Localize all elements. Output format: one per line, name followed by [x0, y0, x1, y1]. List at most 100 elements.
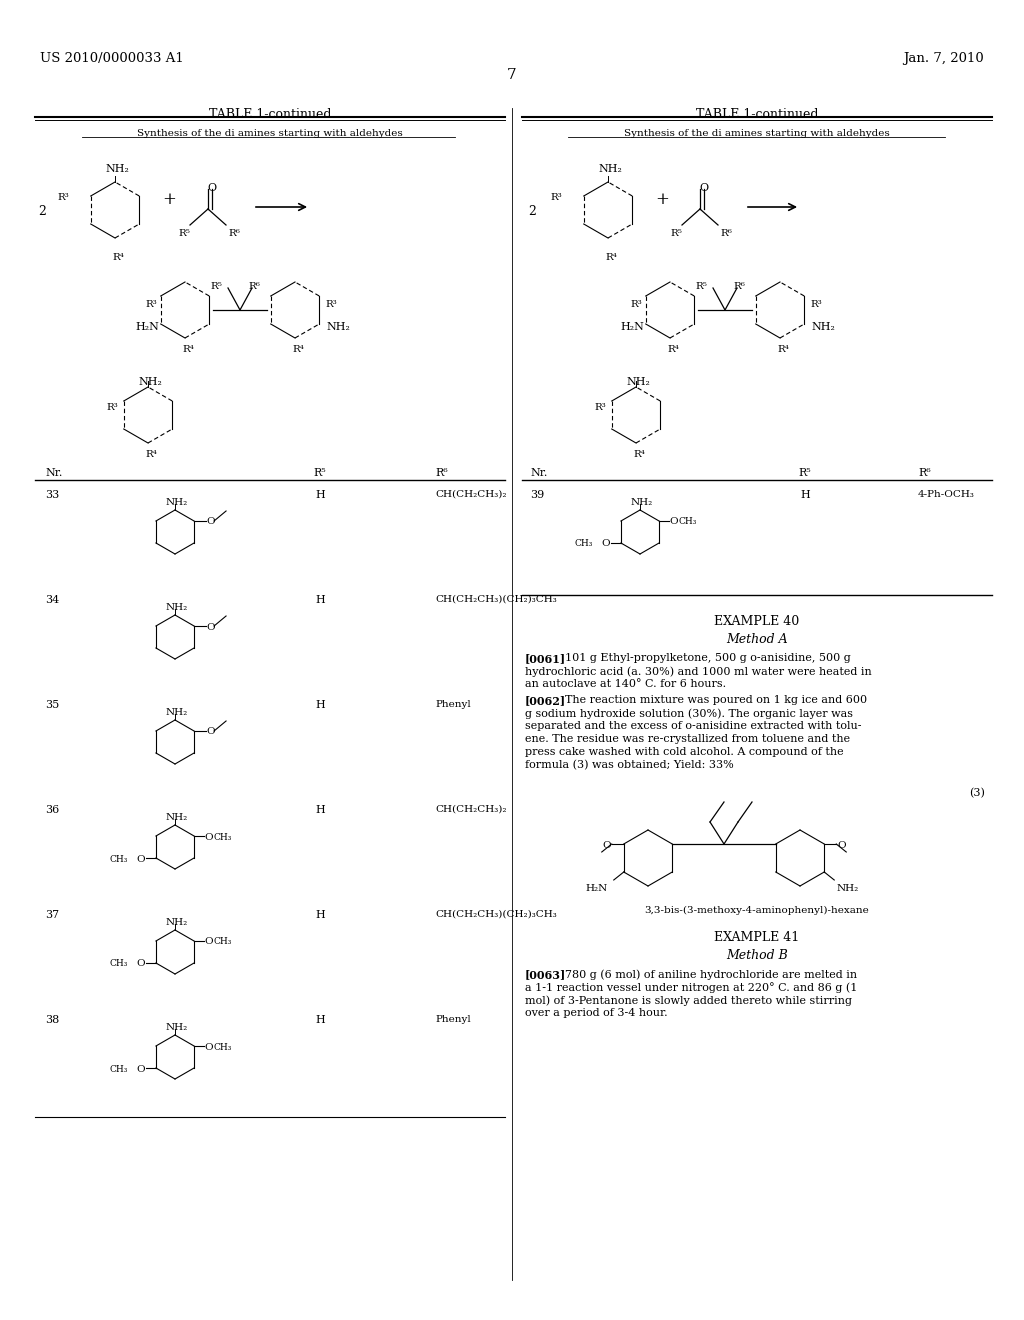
- Text: R⁵: R⁵: [313, 469, 327, 478]
- Text: [0063]: [0063]: [525, 969, 566, 979]
- Text: NH₂: NH₂: [166, 498, 188, 507]
- Text: CH₃: CH₃: [213, 1043, 231, 1052]
- Text: NH₂: NH₂: [631, 498, 653, 507]
- Text: O: O: [204, 1043, 213, 1052]
- Text: EXAMPLE 41: EXAMPLE 41: [715, 931, 800, 944]
- Text: hydrochloric acid (a. 30%) and 1000 ml water were heated in: hydrochloric acid (a. 30%) and 1000 ml w…: [525, 667, 871, 677]
- Text: O: O: [204, 937, 213, 946]
- Text: R³: R³: [57, 193, 69, 202]
- Text: mol) of 3-Pentanone is slowly added thereto while stirring: mol) of 3-Pentanone is slowly added ther…: [525, 995, 852, 1006]
- Text: R⁴: R⁴: [605, 253, 616, 261]
- Text: NH₂: NH₂: [811, 322, 835, 333]
- Text: ene. The residue was re-crystallized from toluene and the: ene. The residue was re-crystallized fro…: [525, 734, 850, 744]
- Text: CH₃: CH₃: [678, 517, 696, 527]
- Text: O: O: [206, 727, 215, 737]
- Text: O: O: [204, 833, 213, 842]
- Text: R⁶: R⁶: [435, 469, 447, 478]
- Text: R⁵: R⁵: [178, 228, 189, 238]
- Text: NH₂: NH₂: [166, 603, 188, 612]
- Text: CH(CH₂CH₃)₂: CH(CH₂CH₃)₂: [435, 490, 507, 499]
- Text: Nr.: Nr.: [45, 469, 62, 478]
- Text: a 1-1 reaction vessel under nitrogen at 220° C. and 86 g (1: a 1-1 reaction vessel under nitrogen at …: [525, 982, 857, 993]
- Text: press cake washed with cold alcohol. A compound of the: press cake washed with cold alcohol. A c…: [525, 747, 844, 756]
- Text: NH₂: NH₂: [626, 378, 650, 387]
- Text: (3): (3): [969, 788, 985, 799]
- Text: R³: R³: [106, 403, 118, 412]
- Text: H₂N: H₂N: [135, 322, 159, 333]
- Text: NH₂: NH₂: [166, 1023, 188, 1032]
- Text: Method A: Method A: [726, 634, 787, 645]
- Text: NH₂: NH₂: [166, 917, 188, 927]
- Text: R⁶: R⁶: [733, 282, 744, 290]
- Text: H: H: [315, 490, 325, 500]
- Text: Nr.: Nr.: [530, 469, 548, 478]
- Text: TABLE 1-continued: TABLE 1-continued: [209, 108, 331, 121]
- Text: 2: 2: [528, 205, 536, 218]
- Text: an autoclave at 140° C. for 6 hours.: an autoclave at 140° C. for 6 hours.: [525, 678, 726, 689]
- Text: R³: R³: [630, 300, 642, 309]
- Text: 7: 7: [507, 69, 517, 82]
- Text: R⁴: R⁴: [145, 450, 157, 459]
- Text: TABLE 1-continued: TABLE 1-continued: [695, 108, 818, 121]
- Text: O: O: [838, 841, 846, 850]
- Text: [0061]: [0061]: [525, 653, 566, 664]
- Text: H₂N: H₂N: [620, 322, 644, 333]
- Text: R⁴: R⁴: [667, 345, 679, 354]
- Text: CH₃: CH₃: [110, 854, 128, 863]
- Text: R³: R³: [594, 403, 606, 412]
- Text: CH(CH₂CH₃)(CH₂)₃CH₃: CH(CH₂CH₃)(CH₂)₃CH₃: [435, 909, 557, 919]
- Text: O: O: [136, 854, 145, 863]
- Text: O: O: [206, 623, 215, 631]
- Text: H: H: [800, 490, 810, 500]
- Text: O: O: [136, 960, 145, 969]
- Text: Synthesis of the di amines starting with aldehydes: Synthesis of the di amines starting with…: [137, 129, 402, 139]
- Text: NH₂: NH₂: [598, 164, 622, 174]
- Text: NH₂: NH₂: [166, 813, 188, 822]
- Text: 101 g Ethyl-propylketone, 500 g o-anisidine, 500 g: 101 g Ethyl-propylketone, 500 g o-anisid…: [565, 653, 851, 663]
- Text: R⁶: R⁶: [248, 282, 260, 290]
- Text: R⁴: R⁴: [182, 345, 194, 354]
- Text: R⁵: R⁵: [695, 282, 707, 290]
- Text: +: +: [162, 191, 176, 209]
- Text: NH₂: NH₂: [166, 708, 188, 717]
- Text: H: H: [315, 595, 325, 605]
- Text: R⁶: R⁶: [918, 469, 931, 478]
- Text: R⁶: R⁶: [720, 228, 732, 238]
- Text: R⁵: R⁵: [210, 282, 222, 290]
- Text: 2: 2: [38, 205, 46, 218]
- Text: O: O: [699, 183, 709, 193]
- Text: CH(CH₂CH₃)₂: CH(CH₂CH₃)₂: [435, 805, 507, 814]
- Text: R⁵: R⁵: [670, 228, 682, 238]
- Text: NH₂: NH₂: [138, 378, 162, 387]
- Text: R⁵: R⁵: [799, 469, 811, 478]
- Text: R⁴: R⁴: [777, 345, 788, 354]
- Text: CH₃: CH₃: [110, 1064, 128, 1073]
- Text: Jan. 7, 2010: Jan. 7, 2010: [903, 51, 984, 65]
- Text: 780 g (6 mol) of aniline hydrochloride are melted in: 780 g (6 mol) of aniline hydrochloride a…: [565, 969, 857, 979]
- Text: EXAMPLE 40: EXAMPLE 40: [715, 615, 800, 628]
- Text: Synthesis of the di amines starting with aldehydes: Synthesis of the di amines starting with…: [624, 129, 890, 139]
- Text: H₂N: H₂N: [586, 884, 608, 894]
- Text: 4-Ph-OCH₃: 4-Ph-OCH₃: [918, 490, 975, 499]
- Text: R⁴: R⁴: [292, 345, 304, 354]
- Text: CH₃: CH₃: [213, 937, 231, 946]
- Text: R³: R³: [145, 300, 157, 309]
- Text: 33: 33: [45, 490, 59, 500]
- Text: O: O: [136, 1064, 145, 1073]
- Text: H: H: [315, 805, 325, 814]
- Text: R³: R³: [325, 300, 337, 309]
- Text: CH₃: CH₃: [213, 833, 231, 842]
- Text: US 2010/0000033 A1: US 2010/0000033 A1: [40, 51, 183, 65]
- Text: NH₂: NH₂: [105, 164, 129, 174]
- Text: O: O: [669, 517, 678, 527]
- Text: Method B: Method B: [726, 949, 787, 962]
- Text: R⁶: R⁶: [228, 228, 240, 238]
- Text: separated and the excess of o-anisidine extracted with tolu-: separated and the excess of o-anisidine …: [525, 721, 861, 731]
- Text: The reaction mixture was poured on 1 kg ice and 600: The reaction mixture was poured on 1 kg …: [565, 696, 867, 705]
- Text: R⁴: R⁴: [633, 450, 645, 459]
- Text: CH(CH₂CH₃)(CH₂)₃CH₃: CH(CH₂CH₃)(CH₂)₃CH₃: [435, 595, 557, 605]
- Text: H: H: [315, 1015, 325, 1026]
- Text: 35: 35: [45, 700, 59, 710]
- Text: O: O: [601, 540, 610, 549]
- Text: R³: R³: [550, 193, 562, 202]
